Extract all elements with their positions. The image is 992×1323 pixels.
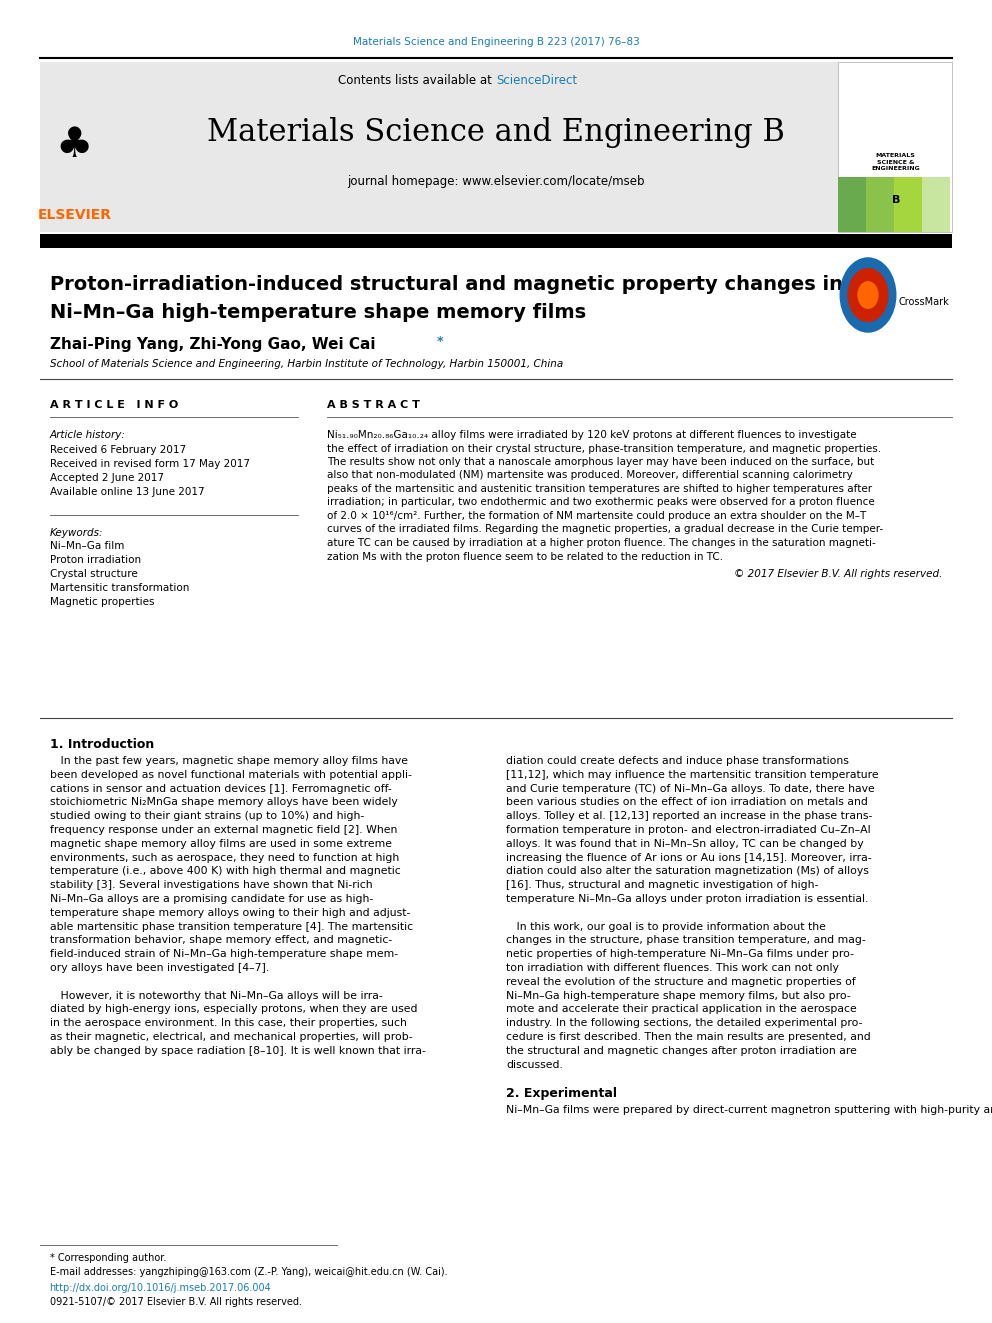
FancyBboxPatch shape xyxy=(40,62,952,232)
Text: ScienceDirect: ScienceDirect xyxy=(496,74,577,86)
Text: of 2.0 × 10¹⁶/cm². Further, the formation of NM martensite could produce an extr: of 2.0 × 10¹⁶/cm². Further, the formatio… xyxy=(327,511,867,521)
Text: [11,12], which may influence the martensitic transition temperature: [11,12], which may influence the martens… xyxy=(506,770,879,779)
Text: Materials Science and Engineering B 223 (2017) 76–83: Materials Science and Engineering B 223 … xyxy=(352,37,640,48)
Text: Zhai-Ping Yang, Zhi-Yong Gao, Wei Cai: Zhai-Ping Yang, Zhi-Yong Gao, Wei Cai xyxy=(50,336,375,352)
Text: alloys. It was found that in Ni–Mn–Sn alloy, TC can be changed by: alloys. It was found that in Ni–Mn–Sn al… xyxy=(506,839,864,849)
Text: ature TC can be caused by irradiation at a higher proton fluence. The changes in: ature TC can be caused by irradiation at… xyxy=(327,538,876,548)
Text: In the past few years, magnetic shape memory alloy films have: In the past few years, magnetic shape me… xyxy=(50,755,408,766)
Text: © 2017 Elsevier B.V. All rights reserved.: © 2017 Elsevier B.V. All rights reserved… xyxy=(734,569,942,579)
Text: Article history:: Article history: xyxy=(50,430,125,441)
Text: E-mail addresses: yangzhiping@163.com (Z.-P. Yang), weicai@hit.edu.cn (W. Cai).: E-mail addresses: yangzhiping@163.com (Z… xyxy=(50,1267,447,1277)
Text: Ni–Mn–Ga alloys are a promising candidate for use as high-: Ni–Mn–Ga alloys are a promising candidat… xyxy=(50,894,373,904)
Text: studied owing to their giant strains (up to 10%) and high-: studied owing to their giant strains (up… xyxy=(50,811,364,822)
Circle shape xyxy=(848,269,888,321)
Text: in the aerospace environment. In this case, their properties, such: in the aerospace environment. In this ca… xyxy=(50,1019,407,1028)
Text: [16]. Thus, structural and magnetic investigation of high-: [16]. Thus, structural and magnetic inve… xyxy=(506,880,818,890)
Text: formation temperature in proton- and electron-irradiated Cu–Zn–Al: formation temperature in proton- and ele… xyxy=(506,826,871,835)
Text: Ni₅₁.₉₀Mn₂₀.₈₆Ga₁₀.₂₄ alloy films were irradiated by 120 keV protons at differen: Ni₅₁.₉₀Mn₂₀.₈₆Ga₁₀.₂₄ alloy films were i… xyxy=(327,430,857,441)
Text: frequency response under an external magnetic field [2]. When: frequency response under an external mag… xyxy=(50,826,397,835)
Text: zation Ms with the proton fluence seem to be related to the reduction in TC.: zation Ms with the proton fluence seem t… xyxy=(327,552,723,561)
Text: School of Materials Science and Engineering, Harbin Institute of Technology, Har: School of Materials Science and Engineer… xyxy=(50,359,562,369)
FancyBboxPatch shape xyxy=(838,62,952,232)
Text: ton irradiation with different fluences. This work can not only: ton irradiation with different fluences.… xyxy=(506,963,839,972)
FancyBboxPatch shape xyxy=(866,177,895,232)
Text: cedure is first described. Then the main results are presented, and: cedure is first described. Then the main… xyxy=(506,1032,871,1043)
Text: ♣: ♣ xyxy=(56,124,93,165)
Text: and Curie temperature (TC) of Ni–Mn–Ga alloys. To date, there have: and Curie temperature (TC) of Ni–Mn–Ga a… xyxy=(506,783,875,794)
Text: diation could create defects and induce phase transformations: diation could create defects and induce … xyxy=(506,755,849,766)
Text: CrossMark: CrossMark xyxy=(899,296,949,307)
Text: Received 6 February 2017: Received 6 February 2017 xyxy=(50,445,186,455)
Text: Martensitic transformation: Martensitic transformation xyxy=(50,583,188,593)
Text: Available online 13 June 2017: Available online 13 June 2017 xyxy=(50,487,204,497)
Text: Materials Science and Engineering B: Materials Science and Engineering B xyxy=(207,116,785,147)
Text: *: * xyxy=(436,335,443,348)
Text: curves of the irradiated films. Regarding the magnetic properties, a gradual dec: curves of the irradiated films. Regardin… xyxy=(327,524,884,534)
Text: journal homepage: www.elsevier.com/locate/mseb: journal homepage: www.elsevier.com/locat… xyxy=(347,176,645,188)
Text: also that non-modulated (NM) martensite was produced. Moreover, differential sca: also that non-modulated (NM) martensite … xyxy=(327,471,853,480)
Text: environments, such as aerospace, they need to function at high: environments, such as aerospace, they ne… xyxy=(50,852,399,863)
Text: Ni–Mn–Ga films were prepared by direct-current magnetron sputtering with high-pu: Ni–Mn–Ga films were prepared by direct-c… xyxy=(506,1105,992,1115)
Text: A R T I C L E   I N F O: A R T I C L E I N F O xyxy=(50,400,178,410)
Circle shape xyxy=(840,258,896,332)
Text: the effect of irradiation on their crystal structure, phase-transition temperatu: the effect of irradiation on their cryst… xyxy=(327,443,882,454)
Text: netic properties of high-temperature Ni–Mn–Ga films under pro-: netic properties of high-temperature Ni–… xyxy=(506,949,854,959)
Text: * Corresponding author.: * Corresponding author. xyxy=(50,1253,166,1263)
Circle shape xyxy=(858,282,878,308)
Text: been various studies on the effect of ion irradiation on metals and: been various studies on the effect of io… xyxy=(506,798,868,807)
Text: MATERIALS
SCIENCE &
ENGINEERING: MATERIALS SCIENCE & ENGINEERING xyxy=(871,153,921,171)
Text: field-induced strain of Ni–Mn–Ga high-temperature shape mem-: field-induced strain of Ni–Mn–Ga high-te… xyxy=(50,949,398,959)
Text: Received in revised form 17 May 2017: Received in revised form 17 May 2017 xyxy=(50,459,250,468)
Text: temperature (i.e., above 400 K) with high thermal and magnetic: temperature (i.e., above 400 K) with hig… xyxy=(50,867,401,876)
Text: Ni–Mn–Ga film: Ni–Mn–Ga film xyxy=(50,541,124,550)
Text: diation could also alter the saturation magnetization (Ms) of alloys: diation could also alter the saturation … xyxy=(506,867,869,876)
Text: peaks of the martensitic and austenitic transition temperatures are shifted to h: peaks of the martensitic and austenitic … xyxy=(327,484,873,493)
Text: However, it is noteworthy that Ni–Mn–Ga alloys will be irra-: However, it is noteworthy that Ni–Mn–Ga … xyxy=(50,991,382,1000)
Text: alloys. Tolley et al. [12,13] reported an increase in the phase trans-: alloys. Tolley et al. [12,13] reported a… xyxy=(506,811,872,822)
Text: temperature Ni–Mn–Ga alloys under proton irradiation is essential.: temperature Ni–Mn–Ga alloys under proton… xyxy=(506,894,868,904)
Text: the structural and magnetic changes after proton irradiation are: the structural and magnetic changes afte… xyxy=(506,1045,857,1056)
Text: ELSEVIER: ELSEVIER xyxy=(38,208,111,222)
Text: Ni–Mn–Ga high-temperature shape memory films, but also pro-: Ni–Mn–Ga high-temperature shape memory f… xyxy=(506,991,851,1000)
FancyBboxPatch shape xyxy=(838,177,867,232)
Text: diated by high-energy ions, especially protons, when they are used: diated by high-energy ions, especially p… xyxy=(50,1004,417,1015)
Text: discussed.: discussed. xyxy=(506,1060,562,1069)
Text: ably be changed by space radiation [8–10]. It is well known that irra-: ably be changed by space radiation [8–10… xyxy=(50,1045,426,1056)
Text: B: B xyxy=(892,194,900,205)
Text: magnetic shape memory alloy films are used in some extreme: magnetic shape memory alloy films are us… xyxy=(50,839,392,849)
Text: Crystal structure: Crystal structure xyxy=(50,569,137,579)
Text: Proton irradiation: Proton irradiation xyxy=(50,556,141,565)
Text: 1. Introduction: 1. Introduction xyxy=(50,738,154,751)
Text: Magnetic properties: Magnetic properties xyxy=(50,597,154,607)
FancyBboxPatch shape xyxy=(922,177,950,232)
Text: 2. Experimental: 2. Experimental xyxy=(506,1088,617,1101)
Text: temperature shape memory alloys owing to their high and adjust-: temperature shape memory alloys owing to… xyxy=(50,908,410,918)
Text: mote and accelerate their practical application in the aerospace: mote and accelerate their practical appl… xyxy=(506,1004,857,1015)
FancyBboxPatch shape xyxy=(894,177,923,232)
Text: 0921-5107/© 2017 Elsevier B.V. All rights reserved.: 0921-5107/© 2017 Elsevier B.V. All right… xyxy=(50,1297,302,1307)
Text: increasing the fluence of Ar ions or Au ions [14,15]. Moreover, irra-: increasing the fluence of Ar ions or Au … xyxy=(506,852,872,863)
Text: In this work, our goal is to provide information about the: In this work, our goal is to provide inf… xyxy=(506,922,825,931)
Text: transformation behavior, shape memory effect, and magnetic-: transformation behavior, shape memory ef… xyxy=(50,935,392,946)
Text: stability [3]. Several investigations have shown that Ni-rich: stability [3]. Several investigations ha… xyxy=(50,880,372,890)
Text: as their magnetic, electrical, and mechanical properties, will prob-: as their magnetic, electrical, and mecha… xyxy=(50,1032,413,1043)
Text: Proton-irradiation-induced structural and magnetic property changes in: Proton-irradiation-induced structural an… xyxy=(50,275,842,295)
Text: ory alloys have been investigated [4–7].: ory alloys have been investigated [4–7]. xyxy=(50,963,269,972)
Text: A B S T R A C T: A B S T R A C T xyxy=(327,400,421,410)
Text: Accepted 2 June 2017: Accepted 2 June 2017 xyxy=(50,474,164,483)
Text: Keywords:: Keywords: xyxy=(50,528,103,538)
Text: stoichiometric Ni₂MnGa shape memory alloys have been widely: stoichiometric Ni₂MnGa shape memory allo… xyxy=(50,798,398,807)
Text: able martensitic phase transition temperature [4]. The martensitic: able martensitic phase transition temper… xyxy=(50,922,413,931)
Text: Contents lists available at: Contents lists available at xyxy=(338,74,496,86)
Text: http://dx.doi.org/10.1016/j.mseb.2017.06.004: http://dx.doi.org/10.1016/j.mseb.2017.06… xyxy=(50,1283,272,1293)
FancyBboxPatch shape xyxy=(40,234,952,247)
Text: reveal the evolution of the structure and magnetic properties of: reveal the evolution of the structure an… xyxy=(506,976,856,987)
Text: industry. In the following sections, the detailed experimental pro-: industry. In the following sections, the… xyxy=(506,1019,862,1028)
Text: Ni–Mn–Ga high-temperature shape memory films: Ni–Mn–Ga high-temperature shape memory f… xyxy=(50,303,585,321)
Text: cations in sensor and actuation devices [1]. Ferromagnetic off-: cations in sensor and actuation devices … xyxy=(50,783,392,794)
Text: irradiation; in particular, two endothermic and two exothermic peaks were observ: irradiation; in particular, two endother… xyxy=(327,497,875,508)
Text: changes in the structure, phase transition temperature, and mag-: changes in the structure, phase transiti… xyxy=(506,935,866,946)
Text: been developed as novel functional materials with potential appli-: been developed as novel functional mater… xyxy=(50,770,412,779)
Text: The results show not only that a nanoscale amorphous layer may have been induced: The results show not only that a nanosca… xyxy=(327,456,875,467)
